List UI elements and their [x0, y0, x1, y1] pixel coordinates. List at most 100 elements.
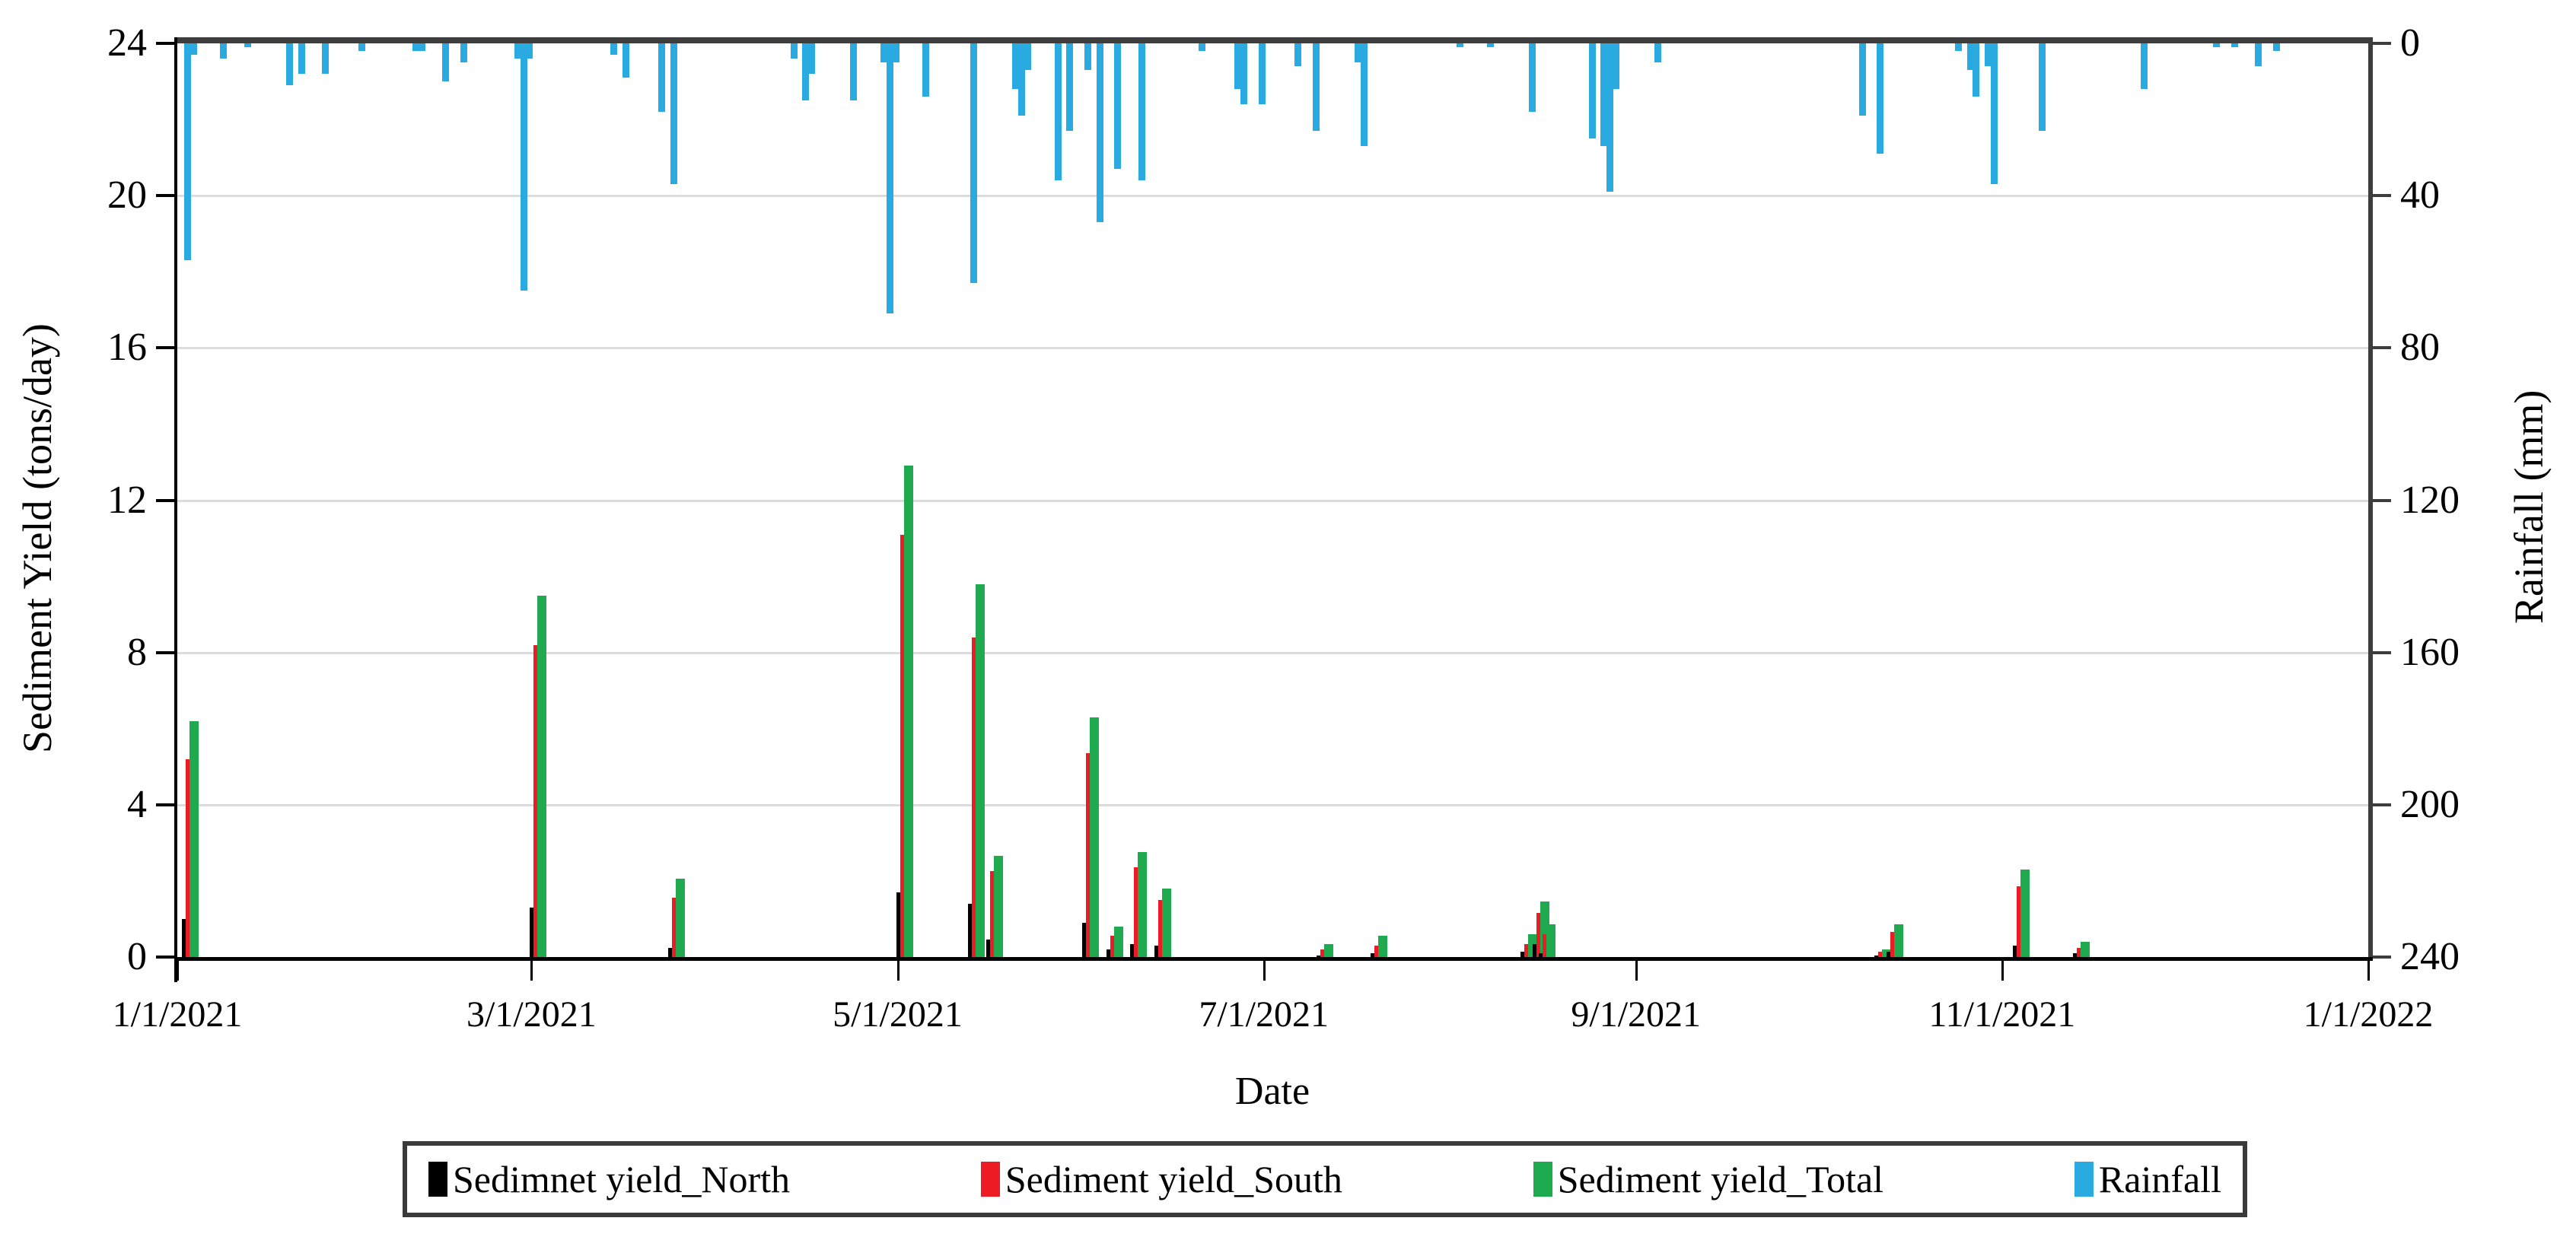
- y-left-tick-label: 20: [107, 173, 147, 218]
- sediment-bar-north: [986, 940, 993, 957]
- sediment-bar-south: [1134, 867, 1140, 957]
- rainfall-bar: [1973, 43, 1980, 97]
- y-right-tick: [2373, 803, 2391, 806]
- legend-swatch-rainfall: [2074, 1162, 2094, 1197]
- sediment-bar-total: [1893, 924, 1903, 957]
- axis-top-line: [174, 37, 2373, 43]
- rainfall-bar: [1877, 43, 1884, 154]
- sediment-bar-south: [900, 534, 906, 957]
- y-right-tick-label: 0: [2400, 21, 2420, 65]
- legend-label: Sedimnet yield_North: [453, 1158, 790, 1200]
- sediment-bar-south: [1086, 753, 1092, 957]
- rainfall-bar: [298, 43, 305, 75]
- sediment-bar-south: [1110, 936, 1116, 957]
- axis-bottom-line: [174, 957, 2373, 961]
- sediment-bar-total: [1377, 936, 1387, 957]
- sediment-bar-north: [1130, 943, 1138, 957]
- rainfall-bar: [850, 43, 858, 101]
- legend-item: Sedimnet yield_North: [428, 1160, 790, 1198]
- rainfall-bar: [1991, 43, 1998, 185]
- sediment-bar-north: [2072, 953, 2080, 957]
- gridline: [177, 347, 2368, 350]
- sediment-bar-north: [896, 892, 903, 957]
- rainfall-bar: [1198, 43, 1205, 51]
- sediment-bar-total: [993, 856, 1003, 957]
- y-left-tick-label: 12: [107, 478, 147, 522]
- rainfall-bar: [622, 43, 629, 78]
- sediment-bar-north: [1154, 946, 1161, 957]
- rainfall-bar: [1096, 43, 1103, 223]
- sediment-bar-total: [1113, 926, 1123, 957]
- sediment-bar-total: [1546, 924, 1555, 957]
- rainfall-bar: [285, 43, 293, 86]
- sediment-bar-total: [976, 584, 986, 957]
- rainfall-bar: [418, 43, 425, 51]
- rainfall-bar: [886, 43, 893, 314]
- y-right-tick: [2373, 498, 2391, 502]
- rainfall-bar: [1294, 43, 1302, 67]
- sediment-bar-south: [1374, 946, 1380, 957]
- y-right-tick: [2373, 346, 2391, 350]
- y-left-tick-label: 4: [127, 782, 147, 826]
- sediment-bar-total: [903, 466, 913, 957]
- rainfall-bar: [1258, 43, 1266, 105]
- rainfall-bar: [1606, 43, 1614, 192]
- rainfall-bar: [442, 43, 450, 82]
- x-tick: [896, 961, 900, 981]
- rainfall-bar: [520, 43, 527, 291]
- x-tick: [1263, 961, 1266, 981]
- legend-label: Sediment yield_South: [1005, 1158, 1342, 1200]
- y-right-tick: [2373, 650, 2391, 654]
- rainfall-bar: [2141, 43, 2148, 90]
- x-axis-title: Date: [1234, 1070, 1310, 1113]
- rainfall-bar: [970, 43, 978, 284]
- x-tick: [2367, 961, 2370, 981]
- gridline: [177, 499, 2368, 502]
- y-left-tick: [156, 498, 174, 502]
- x-tick-label: 7/1/2021: [1199, 994, 1329, 1035]
- rainfall-bar: [1954, 43, 1962, 51]
- sediment-bar-south: [185, 758, 191, 957]
- y-left-tick: [156, 956, 174, 959]
- rainfall-bar: [1018, 43, 1026, 116]
- rainfall-bar: [1054, 43, 1062, 181]
- rainfall-bar: [1486, 43, 1494, 47]
- sediment-bar-south: [2076, 947, 2082, 957]
- x-tick-label: 1/1/2022: [2303, 994, 2434, 1035]
- rainfall-bar: [183, 43, 191, 261]
- sediment-bar-total: [675, 879, 685, 957]
- rainfall-bar: [892, 43, 900, 63]
- x-tick: [1635, 961, 1638, 981]
- rainfall-bar: [1240, 43, 1248, 105]
- legend-label: Rainfall: [2098, 1158, 2221, 1200]
- sediment-bar-south: [1890, 932, 1896, 957]
- rainfall-bar: [460, 43, 467, 63]
- y-left-tick: [156, 346, 174, 350]
- sediment-bar-north: [968, 903, 976, 957]
- y-left-tick: [156, 194, 174, 198]
- rainfall-bar: [1312, 43, 1320, 132]
- legend-label: Sediment yield_Total: [1557, 1158, 1884, 1200]
- rainfall-bar: [1084, 43, 1092, 71]
- sediment-bar-south: [533, 644, 540, 957]
- sediment-bar-total: [1323, 943, 1333, 957]
- legend-swatch-total: [1533, 1162, 1552, 1197]
- y-right-tick-label: 160: [2400, 630, 2460, 674]
- legend-swatch-north: [428, 1162, 447, 1197]
- sediment-bar-north: [1532, 943, 1540, 957]
- y-axis-title-left: Sediment Yield (tons/day): [14, 323, 60, 753]
- rainfall-bar: [244, 43, 251, 47]
- sediment-bar-south: [1524, 943, 1530, 957]
- rainfall-bar: [220, 43, 228, 59]
- rainfall-bar: [514, 43, 521, 59]
- sediment-bar-north: [1370, 953, 1377, 957]
- legend-item: Sediment yield_Total: [1533, 1160, 1883, 1198]
- sediment-bar-south: [1536, 913, 1542, 957]
- rainfall-bar: [802, 43, 810, 101]
- legend-swatch-south: [980, 1162, 1000, 1197]
- rainfall-bar: [610, 43, 617, 55]
- y-left-tick-label: 8: [127, 630, 147, 674]
- x-tick: [530, 961, 533, 981]
- rainfall-bar: [1234, 43, 1242, 90]
- sediment-bar-north: [1874, 955, 1882, 957]
